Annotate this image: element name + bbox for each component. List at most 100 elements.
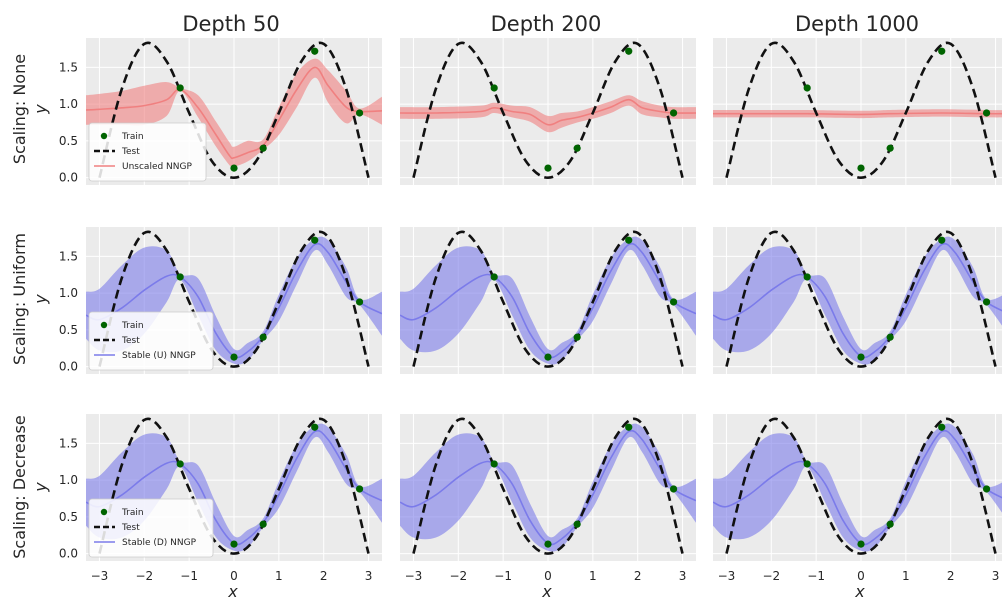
x-tick-label: −3 [718,569,736,583]
train-point [490,460,498,468]
legend-train-marker [100,508,108,516]
train-point [573,144,581,152]
x-tick-label: 1 [275,569,283,583]
confidence-band [86,58,382,168]
x-tick-label: 2 [634,569,642,583]
panel-r3c2: −3 −2 −1 0 1 2 3 [400,414,696,583]
legend-label: Stable (D) NNGP [122,538,197,548]
panel-r1c3 [713,38,1002,185]
train-point [230,353,238,361]
panel-series [86,417,382,555]
x-tick-label: 0 [544,569,552,583]
train-point [669,485,678,493]
confidence-band [400,423,696,552]
panel-series [713,417,1002,555]
legend-label: Train [121,132,144,142]
y-axis-label-row-3: y [31,482,50,493]
test-curve [98,41,370,180]
y-tick-label: 0.0 [59,360,78,374]
train-point [311,236,319,244]
train-point [259,333,267,341]
x-axis-label-col-1: x [227,582,238,600]
test-curve [412,41,684,180]
x-tick-label: 1 [589,569,597,583]
legend: Train Test Stable (D) NNGP [88,498,214,558]
x-axis-label-col-2: x [541,582,552,600]
train-point [355,485,364,493]
y-tick-label: 0.5 [59,510,78,524]
y-tick-label: 1.5 [59,436,78,450]
confidence-band [713,236,1002,365]
panel-r1c2 [400,38,696,185]
train-point [886,520,894,528]
panel-series [400,417,696,555]
y-axis-label-row-1: y [31,104,50,115]
legend-label: Test [121,523,140,533]
x-tick-label: −1 [807,569,825,583]
panel-series [86,41,382,180]
y-tick-label: 0.0 [59,547,78,561]
legend-label: Unscaled NNGP [122,162,192,172]
train-point [938,47,946,55]
y-tick-label: 1.0 [59,473,78,487]
legend: Train Test Stable (U) NNGP [88,311,214,371]
legend-box [88,122,207,182]
legend-label: Test [121,336,140,346]
train-point [857,164,865,172]
x-tick-label: 3 [365,569,373,583]
x-axis-label-col-3: x [854,582,865,600]
legend-label: Train [121,508,144,518]
train-point [803,273,811,281]
mean-line [713,429,1002,546]
column-title-depth-1000: Depth 1000 [795,12,919,36]
legend-label: Train [121,321,144,331]
x-tick-label: 2 [320,569,328,583]
panel-series [86,230,382,368]
train-point [355,109,364,117]
panels-layer: 0.0 0.5 1.0 1.5 Train Test Unscaled NNGP 0.0 0.5… [59,38,1002,583]
train-point [625,47,633,55]
x-tick-label: −3 [405,569,423,583]
train-point [982,109,991,117]
panel-series [713,230,1002,368]
mean-line [86,242,382,359]
column-title-depth-200: Depth 200 [491,12,602,36]
mean-line [86,66,382,160]
train-point [857,540,865,548]
y-tick-label: 1.0 [59,286,78,300]
train-point [803,84,811,92]
test-curve [725,230,997,368]
y-tick-label: 1.5 [59,249,78,263]
x-tick-label: −2 [449,569,467,583]
mean-line [400,429,696,546]
panel-r3c3: −3 −2 −1 0 1 2 3 [713,414,1002,583]
y-tick-label: 0.5 [59,323,78,337]
train-point [230,540,238,548]
test-curve [412,230,684,368]
test-curve [725,417,997,555]
x-tick-label: 0 [857,569,865,583]
y-tick-label: 1.0 [59,97,78,111]
train-point [886,333,894,341]
legend-label: Test [121,147,140,157]
y-tick-label: 0.5 [59,134,78,148]
legend-train-marker [100,132,108,140]
row-label-scaling-decrease: Scaling: Decrease [10,415,29,558]
test-curve [725,41,997,180]
train-point [625,236,633,244]
train-point [311,423,319,431]
x-tick-label: −3 [91,569,109,583]
mean-line [86,429,382,546]
train-point [259,520,267,528]
row-label-scaling-uniform: Scaling: Uniform [10,233,29,365]
confidence-band [400,236,696,365]
mean-line [713,242,1002,359]
train-point [573,520,581,528]
test-curve [98,417,370,555]
train-point [938,236,946,244]
train-point [176,84,184,92]
train-point [625,423,633,431]
x-tick-label: −1 [494,569,512,583]
train-point [857,353,865,361]
y-tick-label: 0.0 [59,171,78,185]
